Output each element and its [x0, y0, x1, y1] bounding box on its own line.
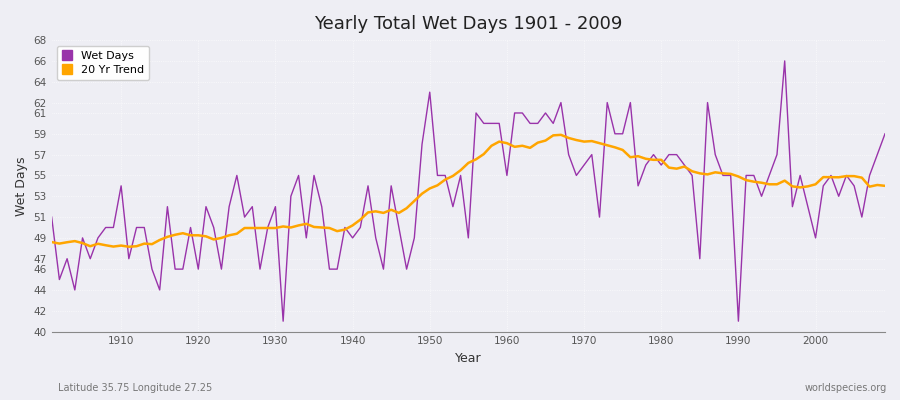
20 Yr Trend	[501, 141, 512, 146]
20 Yr Trend	[123, 244, 134, 249]
Wet Days	[602, 100, 613, 105]
Line: Wet Days: Wet Days	[51, 61, 885, 321]
20 Yr Trend	[879, 184, 890, 188]
Wet Days	[501, 173, 512, 178]
Wet Days	[779, 58, 790, 63]
Title: Yearly Total Wet Days 1901 - 2009: Yearly Total Wet Days 1901 - 2009	[314, 15, 623, 33]
Wet Days	[108, 225, 119, 230]
Y-axis label: Wet Days: Wet Days	[15, 156, 28, 216]
Wet Days	[285, 194, 296, 199]
20 Yr Trend	[555, 132, 566, 137]
Text: Latitude 35.75 Longitude 27.25: Latitude 35.75 Longitude 27.25	[58, 383, 212, 393]
20 Yr Trend	[285, 225, 296, 230]
20 Yr Trend	[609, 145, 620, 150]
Wet Days	[879, 131, 890, 136]
Wet Days	[46, 215, 57, 220]
X-axis label: Year: Year	[455, 352, 482, 365]
Line: 20 Yr Trend: 20 Yr Trend	[51, 135, 885, 247]
20 Yr Trend	[108, 244, 119, 249]
20 Yr Trend	[46, 240, 57, 244]
Wet Days	[278, 319, 289, 324]
Wet Days	[509, 110, 520, 115]
Legend: Wet Days, 20 Yr Trend: Wet Days, 20 Yr Trend	[58, 46, 149, 80]
Wet Days	[332, 267, 343, 272]
20 Yr Trend	[332, 229, 343, 234]
20 Yr Trend	[509, 144, 520, 149]
Text: worldspecies.org: worldspecies.org	[805, 383, 886, 393]
